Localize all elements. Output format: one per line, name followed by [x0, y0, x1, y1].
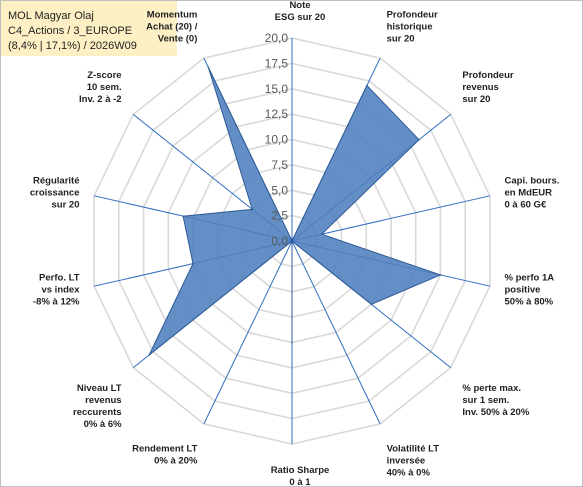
- data-point: [291, 240, 293, 242]
- axis-label-line: % perfo 1A: [505, 273, 555, 284]
- axis-label-line: Inv. 50% à 20%: [462, 407, 529, 418]
- data-point: [418, 138, 420, 141]
- axis-label-line: sur 20: [387, 34, 415, 45]
- data-point: [366, 84, 368, 87]
- tick-label: 0,0: [271, 234, 288, 248]
- axis-label-line: % perte max.: [462, 383, 521, 394]
- axis-label-line: sur 1 sem.: [462, 395, 509, 406]
- axis-spoke: [291, 240, 381, 425]
- axis-label-line: 0% à 20%: [154, 455, 198, 466]
- title-line-stats: (8,4% | 17,1%) / 2026W09: [8, 40, 137, 52]
- axis-label-line: sur 20: [462, 94, 490, 105]
- data-point: [192, 262, 194, 265]
- axis-label-line: 0% à 6%: [84, 419, 123, 430]
- axis-spoke: [203, 240, 293, 425]
- tick-label: 2,5: [271, 209, 288, 223]
- axis-spoke: [291, 195, 491, 242]
- axis-label-line: 10 sem.: [87, 82, 122, 93]
- axis-label-line: positive: [505, 285, 541, 296]
- title-line-category: C4_Actions / 3_EUROPE: [8, 25, 133, 37]
- axis-label-line: Z-score: [87, 70, 121, 81]
- axis-label-line: -8% à 12%: [33, 297, 80, 308]
- axis-label: Rendement LT0% à 20%: [132, 443, 198, 466]
- data-point: [370, 303, 373, 306]
- tick-label: 20,0: [265, 31, 289, 45]
- axis-label: % perte max.sur 1 sem.Inv. 50% à 20%: [462, 383, 529, 418]
- series-area: [148, 66, 442, 356]
- axis-label-line: historique: [387, 22, 433, 33]
- radar-series: [148, 66, 442, 356]
- data-point: [291, 341, 293, 344]
- data-point: [439, 274, 442, 276]
- axis-label-line: inversée: [387, 455, 426, 466]
- axis-label-line: 50% à 80%: [505, 297, 554, 308]
- tick-label: 7,5: [271, 158, 288, 172]
- axis-label-line: reccurents: [73, 407, 122, 418]
- axis-label-line: Perfo. LT: [39, 273, 80, 284]
- tick-label: 5,0: [271, 183, 288, 197]
- axis-label-line: Note: [289, 0, 310, 11]
- axis-label-line: Ratio Sharpe: [271, 465, 330, 476]
- axis-label-line: Achat (20) /: [146, 22, 198, 33]
- axis-label-line: croissance: [30, 188, 80, 199]
- axis-label-line: Niveau LT: [77, 383, 122, 394]
- tick-label: 12,5: [265, 107, 289, 121]
- chart-title-box: MOL Magyar Olaj C4_Actions / 3_EUROPE (8…: [1, 1, 177, 56]
- tick-label: 10,0: [265, 133, 289, 147]
- axis-label-line: en MdEUR: [505, 188, 553, 199]
- axis-label-line: 0 à 60 G€: [505, 200, 547, 211]
- axis-label-line: Profondeur: [387, 10, 438, 21]
- axis-label-line: Profondeur: [462, 70, 513, 81]
- data-point: [251, 208, 254, 211]
- axis-label-line: Régularité: [33, 176, 79, 187]
- axis-label-line: Vente (0): [158, 34, 198, 45]
- title-line-name: MOL Magyar Olaj: [8, 10, 94, 22]
- axis-label-line: Rendement LT: [132, 443, 197, 454]
- axis-label-line: ESG sur 20: [275, 12, 326, 23]
- tick-label: 17,5: [265, 56, 289, 70]
- axis-label-line: 40% à 0%: [387, 467, 431, 478]
- radar-tick-labels: 0,0 2,5 5,0 7,5 10,0 12,5 15,0 17,5 20,0: [265, 31, 289, 248]
- axis-label-line: Momentum: [147, 10, 198, 21]
- axis-label-line: vs index: [41, 285, 80, 296]
- axis-label-line: Capi. bours.: [505, 176, 560, 187]
- axis-label-line: Volatilité LT: [387, 443, 440, 454]
- axis-label-line: sur 20: [52, 200, 80, 211]
- tick-label: 15,0: [265, 82, 289, 96]
- data-point: [182, 215, 184, 217]
- data-point: [207, 66, 210, 68]
- axis-label-line: 0 à 1: [289, 477, 311, 487]
- data-point: [320, 233, 323, 235]
- data-point: [148, 354, 150, 356]
- axis-label-line: revenus: [462, 82, 498, 93]
- axis-label-line: revenus: [85, 395, 121, 406]
- axis-label-line: Inv. 2 à -2: [79, 94, 122, 105]
